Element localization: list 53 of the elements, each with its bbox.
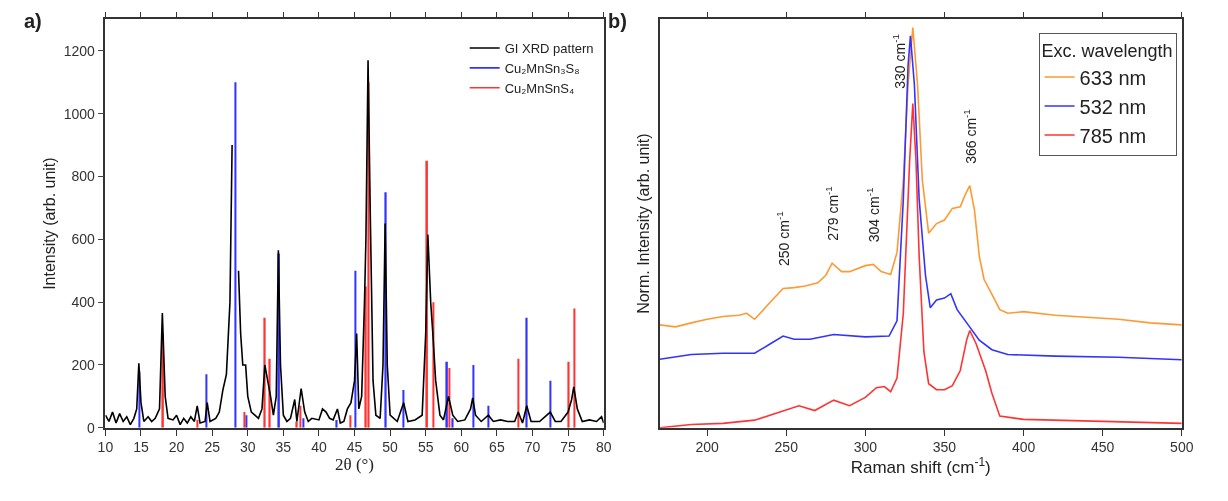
legend-label: Cu₂MnSn₃S₈ [504, 60, 580, 76]
y-tick-label: 800 [71, 168, 96, 185]
x-tick-label: 450 [1090, 439, 1115, 456]
x-tick-label: 75 [560, 439, 577, 456]
x-tick-label: 300 [853, 439, 878, 456]
legend-label: Cu₂MnSnS₄ [504, 80, 575, 96]
x-tick-label: 80 [595, 439, 612, 456]
x-tick-label: 45 [346, 439, 363, 456]
x-tick-label: 250 [774, 439, 799, 456]
legend-label: GI XRD pattern [504, 41, 594, 57]
bar [349, 415, 352, 428]
y-axis-title: Norm. Intensity (arb. unit) [635, 133, 653, 314]
y-tick-label: 1200 [63, 42, 96, 59]
bar [302, 418, 305, 428]
y-tick-label: 400 [71, 294, 96, 311]
x-tick-label: 25 [204, 439, 221, 456]
text: a) [24, 10, 42, 32]
x-tick-label: 70 [524, 439, 541, 456]
legend-label: 785 nm [1079, 124, 1147, 147]
bar [517, 358, 520, 428]
x-tick-label: 10 [97, 439, 114, 456]
x-tick-label: 60 [453, 439, 470, 456]
bar [573, 308, 576, 428]
x-tick-label: 65 [489, 439, 505, 456]
y-tick-label: 200 [71, 356, 96, 373]
x-tick-label: 50 [382, 439, 399, 456]
text: b) [608, 10, 627, 32]
x-tick-label: 200 [695, 439, 720, 456]
x-tick-label: 500 [1170, 439, 1194, 456]
bar [567, 361, 570, 428]
bar [451, 418, 454, 428]
bar [299, 405, 302, 428]
y-tick-label: 0 [87, 419, 96, 436]
y-tick-label: 1000 [63, 105, 96, 122]
x-tick-label: 40 [311, 439, 327, 456]
bar [549, 380, 552, 428]
bar [525, 317, 528, 428]
x-axis-title: Raman shift (cm$^{-1}$) [850, 455, 991, 478]
legend-label: 633 nm [1079, 66, 1147, 89]
x-tick-label: 35 [275, 439, 292, 456]
y-axis-title: Intensity (arb. unit) [41, 157, 59, 290]
x-tick-label: 30 [239, 439, 256, 456]
legend-title: Exc. wavelength [1041, 41, 1173, 62]
x-tick-label: 55 [417, 439, 434, 456]
x-tick-label: 20 [168, 439, 185, 456]
legend-label: 532 nm [1079, 95, 1147, 118]
x-tick-label: 400 [1011, 439, 1036, 456]
bar [335, 419, 338, 428]
x-tick-label: 350 [932, 439, 957, 456]
y-tick-label: 600 [71, 231, 96, 248]
bar [234, 82, 237, 428]
x-axis-title: 2θ (°) [335, 455, 375, 475]
x-tick-label: 15 [133, 439, 149, 456]
